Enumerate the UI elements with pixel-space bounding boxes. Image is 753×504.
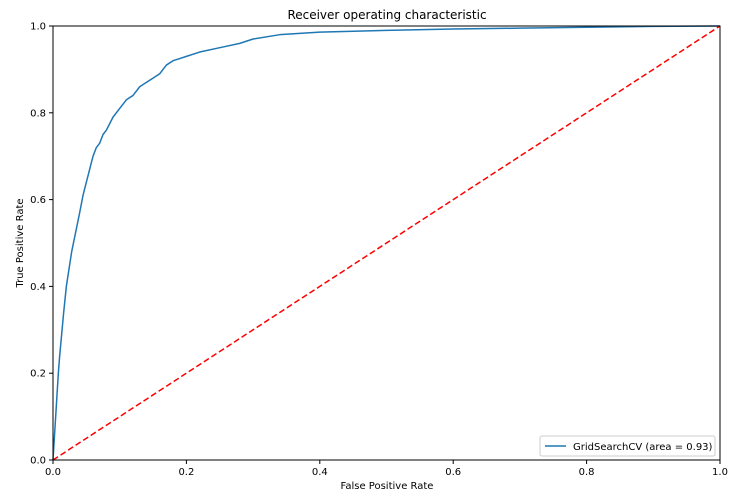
- legend-box: [539, 435, 716, 457]
- x-tick-label: 0.8: [579, 467, 595, 478]
- y-axis-label: True Positive Rate: [15, 198, 26, 288]
- plot-frame: [52, 25, 721, 461]
- x-axis: 0.0 0.2 0.4 0.6 0.8 1.0: [45, 460, 728, 478]
- legend: GridSearchCV (area = 0.93): [539, 435, 716, 457]
- x-tick-label: 0.6: [445, 467, 461, 478]
- x-tick-label: 0.2: [178, 467, 194, 478]
- x-tick-label: 0.0: [45, 467, 61, 478]
- y-tick-label: 0.2: [30, 369, 46, 380]
- series-line-gridsearchcv: [52, 25, 721, 461]
- y-tick-label: 0.0: [30, 456, 46, 467]
- series-layer: [52, 25, 721, 461]
- y-tick-label: 0.4: [30, 282, 46, 293]
- y-axis: 0.0 0.2 0.4 0.6 0.8 1.0: [30, 22, 53, 467]
- y-tick-label: 1.0: [30, 22, 46, 33]
- legend-label-gridsearchcv: GridSearchCV (area = 0.93): [573, 442, 713, 453]
- x-tick-label: 1.0: [712, 467, 728, 478]
- y-tick-label: 0.6: [30, 195, 46, 206]
- y-tick-label: 0.8: [30, 108, 46, 119]
- x-tick-label: 0.4: [312, 467, 328, 478]
- x-axis-label: False Positive Rate: [341, 481, 434, 492]
- chart-title: Receiver operating characteristic: [287, 8, 486, 22]
- series-line-random-baseline: [52, 25, 721, 461]
